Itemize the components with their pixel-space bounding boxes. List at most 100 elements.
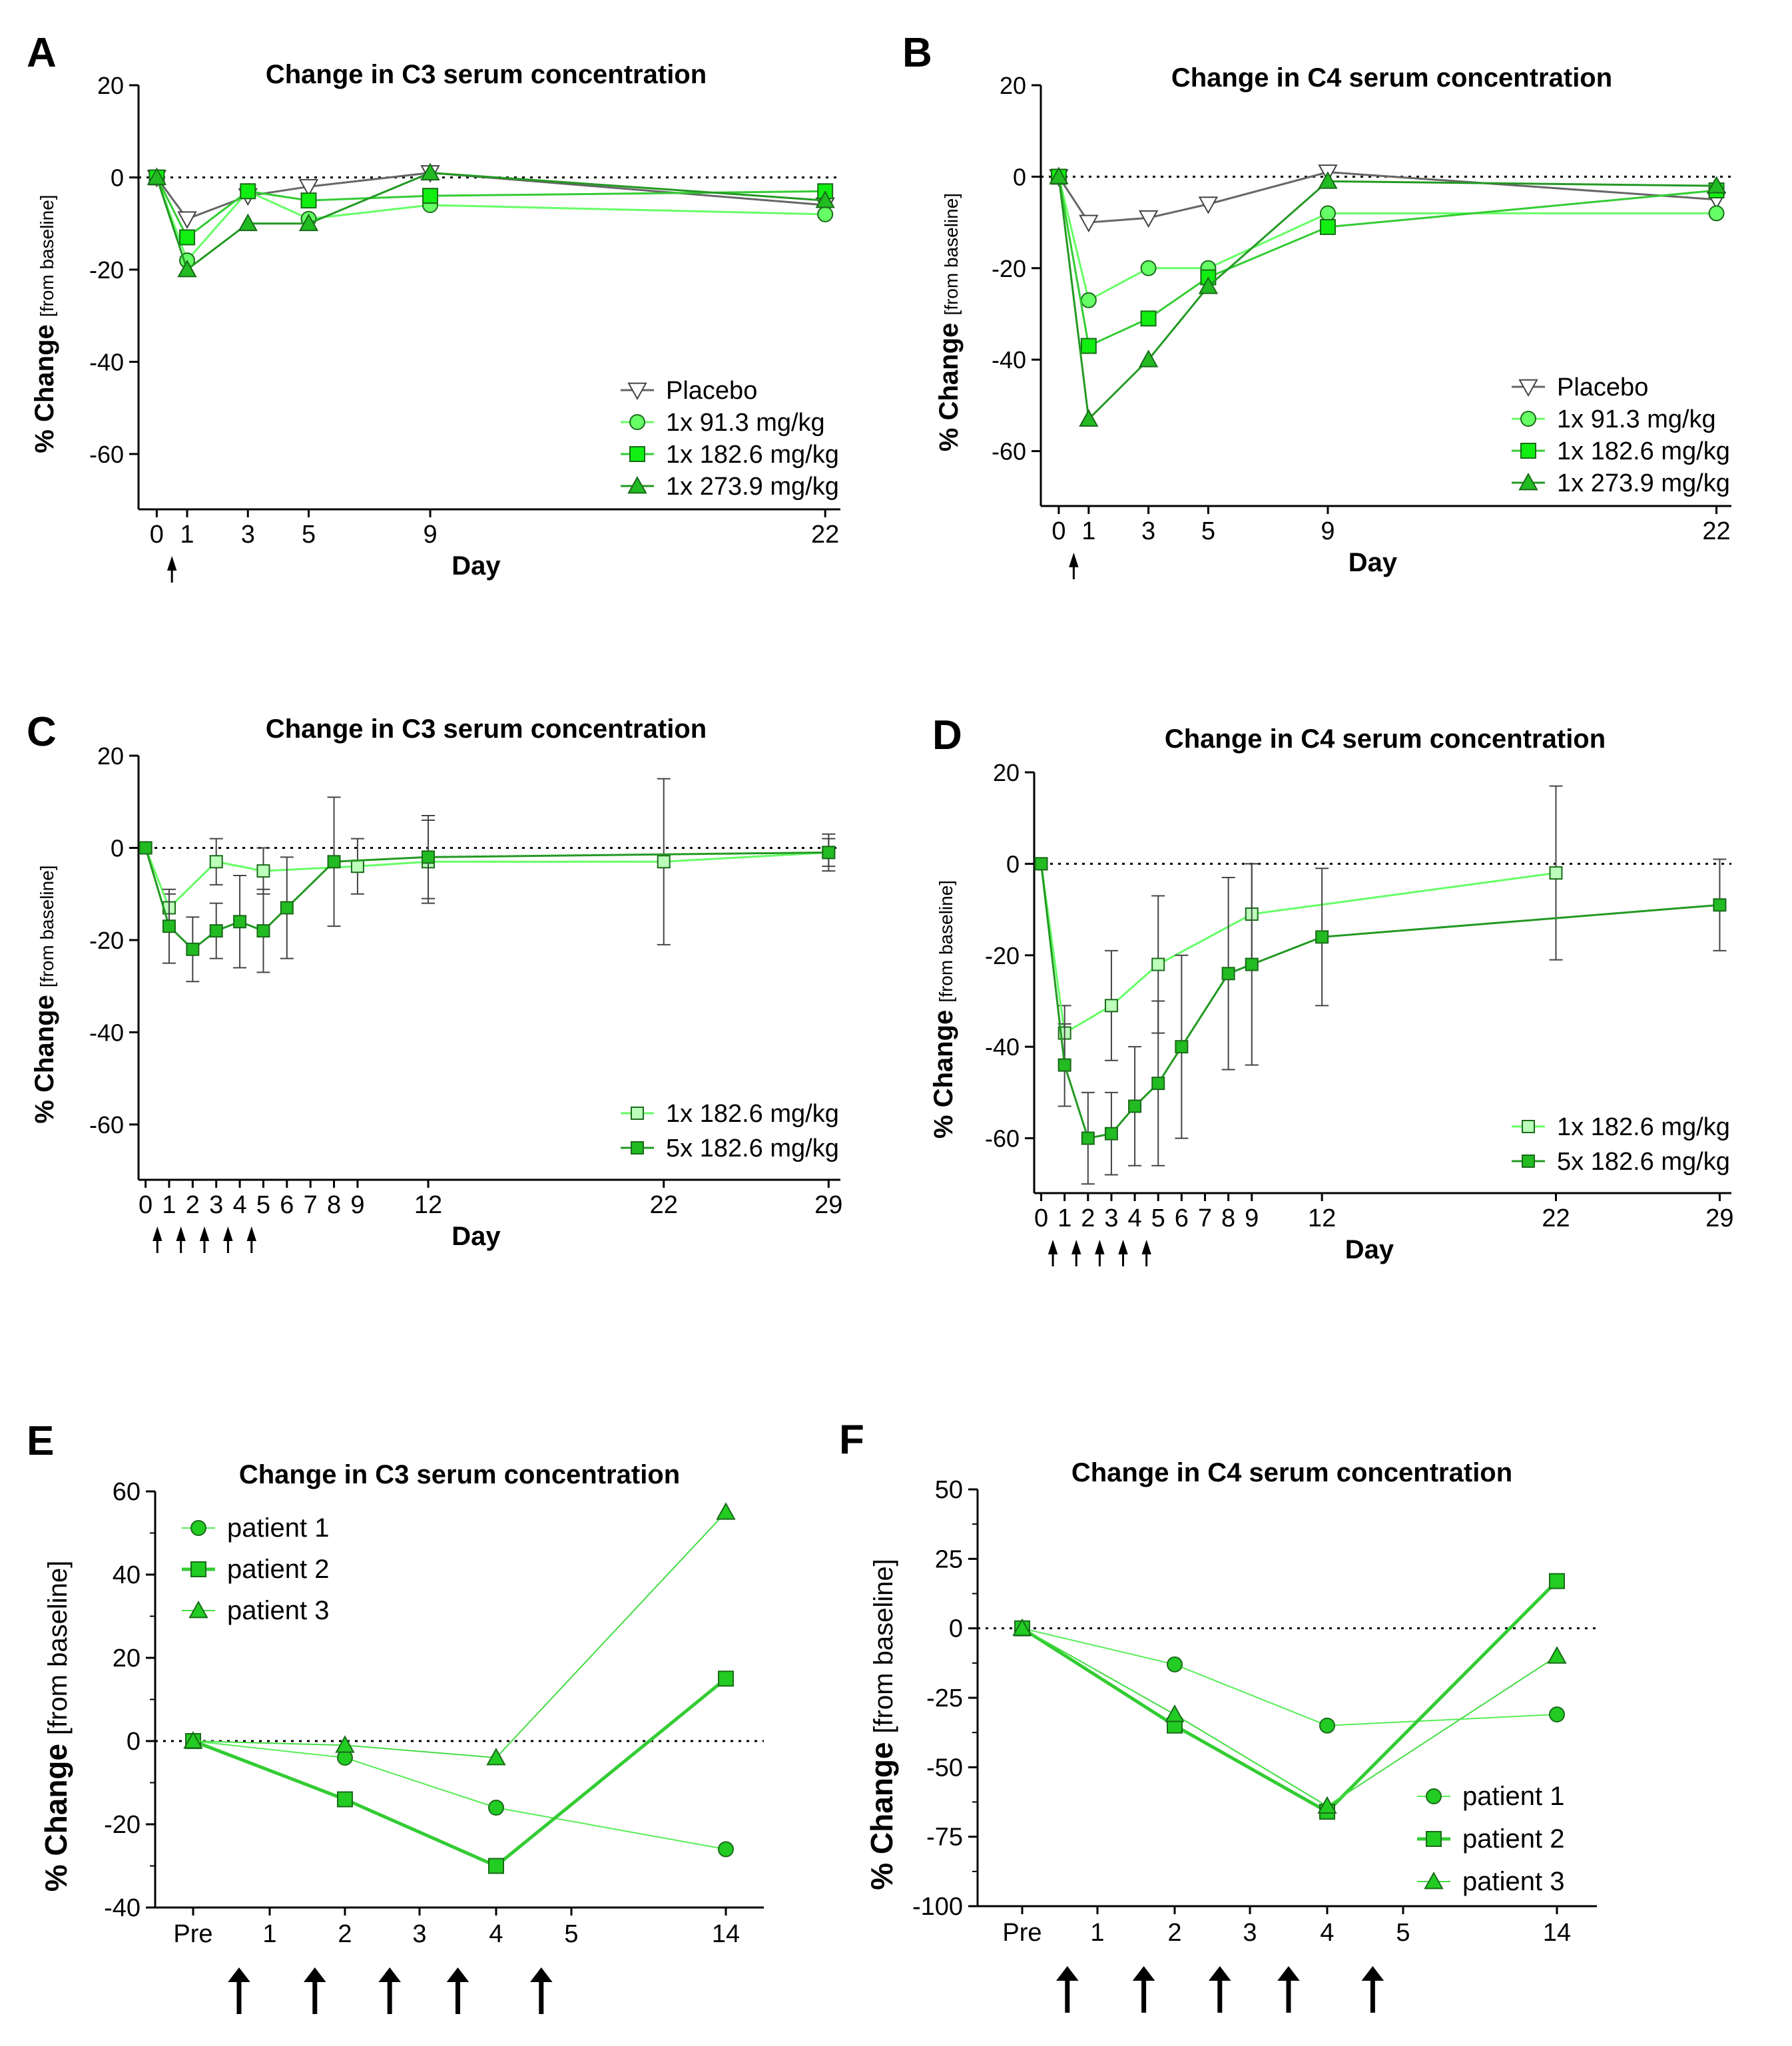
data-point <box>420 162 440 180</box>
y-axis-label-main: % Change <box>30 987 59 1123</box>
data-point <box>716 1502 736 1520</box>
legend-label: patient 2 <box>227 1555 329 1584</box>
panel-e-chart: E Change in C3 serum concentration 60 40 20 0… <box>27 1418 764 2014</box>
dose-arrow-head <box>378 1967 401 1982</box>
series-line <box>1021 1579 1558 1814</box>
data-point <box>337 1791 353 1808</box>
x-tick-label: 2 <box>1167 1919 1181 1947</box>
data-point <box>718 1841 734 1858</box>
y-axis-label: % Change [from baseline] <box>934 193 964 451</box>
y-tick-label: 0 <box>1006 850 1020 878</box>
x-tick-label: Pre <box>1002 1919 1042 1947</box>
y-tick-label: -40 <box>89 348 124 376</box>
dose-arrow-head <box>1047 1240 1058 1254</box>
x-tick-label: 8 <box>1221 1204 1235 1232</box>
data-point <box>488 1858 504 1874</box>
y-tick-label: 20 <box>993 759 1020 786</box>
dose-arrow <box>223 1226 233 1253</box>
x-tick-label: 3 <box>209 1191 223 1219</box>
panel-letter: B <box>902 30 932 76</box>
data-point <box>1319 218 1336 235</box>
dose-arrow-head <box>152 1226 162 1241</box>
data-point <box>1549 1706 1565 1723</box>
x-tick-label: 8 <box>327 1191 341 1219</box>
series-line <box>192 1740 727 1850</box>
dose-arrow-head <box>304 1967 326 1982</box>
data-point <box>298 178 319 197</box>
dose-arrow-head <box>1361 1966 1384 1981</box>
data-point <box>256 924 270 938</box>
legend-marker <box>1424 1871 1444 1890</box>
y-tick-label: 20 <box>113 1645 141 1672</box>
data-point <box>1080 338 1097 354</box>
panel-letter: E <box>27 1418 54 1464</box>
data-point <box>209 924 223 938</box>
y-tick-label: 20 <box>1000 72 1026 99</box>
x-axis-label: Day <box>451 551 501 581</box>
legend-marker <box>1520 443 1536 459</box>
series-line <box>145 848 829 951</box>
y-axis-label: % Change [from baseline] <box>39 1561 73 1892</box>
dose-arrow <box>176 1226 186 1253</box>
dose-arrow <box>446 1967 469 2014</box>
data-point <box>1713 898 1727 912</box>
y-axis-label-main: % Change <box>929 1003 958 1139</box>
legend-marker <box>1522 1154 1535 1168</box>
x-tick-label: 5 <box>564 1920 578 1948</box>
dose-arrow <box>166 556 177 583</box>
legend-label: 1x 182.6 mg/kg <box>666 441 839 469</box>
dose-arrow-head <box>1209 1966 1231 1981</box>
dose-arrow <box>1209 1966 1231 2013</box>
y-tick-label: -25 <box>926 1684 963 1712</box>
y-tick-label: -60 <box>985 1125 1020 1152</box>
x-tick-label: 22 <box>811 521 839 549</box>
data-point <box>657 855 671 869</box>
y-tick-label: -20 <box>104 1811 141 1839</box>
dose-arrow-head <box>1141 1240 1151 1254</box>
x-tick-label: 22 <box>650 1191 678 1219</box>
x-tick-label: 14 <box>1543 1919 1571 1947</box>
series-line <box>192 1511 727 1759</box>
series-line <box>155 176 826 262</box>
x-axis-label: Day <box>1348 548 1398 577</box>
dose-arrow <box>1056 1966 1079 2013</box>
y-axis-label-sub: [from baseline] <box>869 1559 898 1733</box>
x-tick-label: 3 <box>1243 1919 1257 1947</box>
legend-marker <box>1518 472 1538 491</box>
panel-d-chart: D Change in C4 serum concentration200-20-… <box>929 712 1734 1266</box>
y-axis-label-sub: [from baseline] <box>43 1561 73 1735</box>
x-tick-label: 22 <box>1542 1204 1570 1232</box>
y-axis-label-main: % Change <box>934 316 964 451</box>
y-axis-label-sub: [from baseline] <box>941 193 962 316</box>
y-tick-label: -20 <box>992 255 1026 282</box>
data-point <box>1081 1131 1095 1145</box>
x-tick-label: 7 <box>304 1191 318 1219</box>
x-axis-label: Day <box>1345 1235 1394 1264</box>
x-tick-label: 3 <box>241 521 255 549</box>
dose-arrow-head <box>1056 1966 1079 1981</box>
series-line <box>156 176 826 239</box>
y-axis-label-sub: [from baseline] <box>936 880 956 1003</box>
dose-arrow-head <box>176 1226 186 1241</box>
chart-title: Change in C3 serum concentration <box>239 1460 680 1489</box>
chart-title: Change in C4 serum concentration <box>1071 1458 1512 1487</box>
dose-arrow <box>378 1967 401 2014</box>
data-point <box>1708 205 1725 222</box>
x-tick-label: 1 <box>162 1191 176 1219</box>
data-point <box>1151 1077 1165 1091</box>
y-axis-label-main: % Change <box>864 1734 899 1890</box>
data-point <box>233 915 247 929</box>
data-point <box>335 1735 355 1753</box>
data-point <box>1706 176 1727 194</box>
y-tick-label: 60 <box>113 1478 141 1506</box>
data-point <box>327 855 341 869</box>
data-point <box>1012 1618 1032 1637</box>
dose-arrow-head <box>1277 1966 1300 1981</box>
x-tick-label: 4 <box>489 1920 503 1948</box>
x-tick-label: 9 <box>1321 517 1335 545</box>
x-tick-label: 4 <box>1320 1919 1334 1947</box>
x-tick-label: 9 <box>1245 1204 1259 1232</box>
series-line <box>1057 176 1717 302</box>
series-line <box>1040 864 1556 1035</box>
